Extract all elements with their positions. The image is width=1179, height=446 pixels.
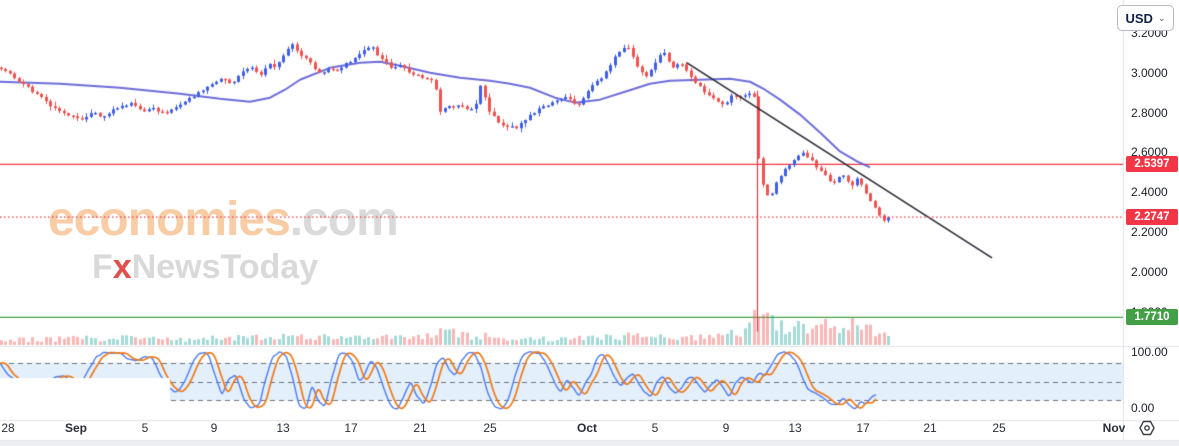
gear-icon[interactable] bbox=[1138, 419, 1156, 437]
currency-selector-button[interactable]: USD ⌄ bbox=[1117, 5, 1174, 31]
currency-label: USD bbox=[1125, 10, 1153, 26]
chevron-down-icon: ⌄ bbox=[1157, 13, 1166, 23]
